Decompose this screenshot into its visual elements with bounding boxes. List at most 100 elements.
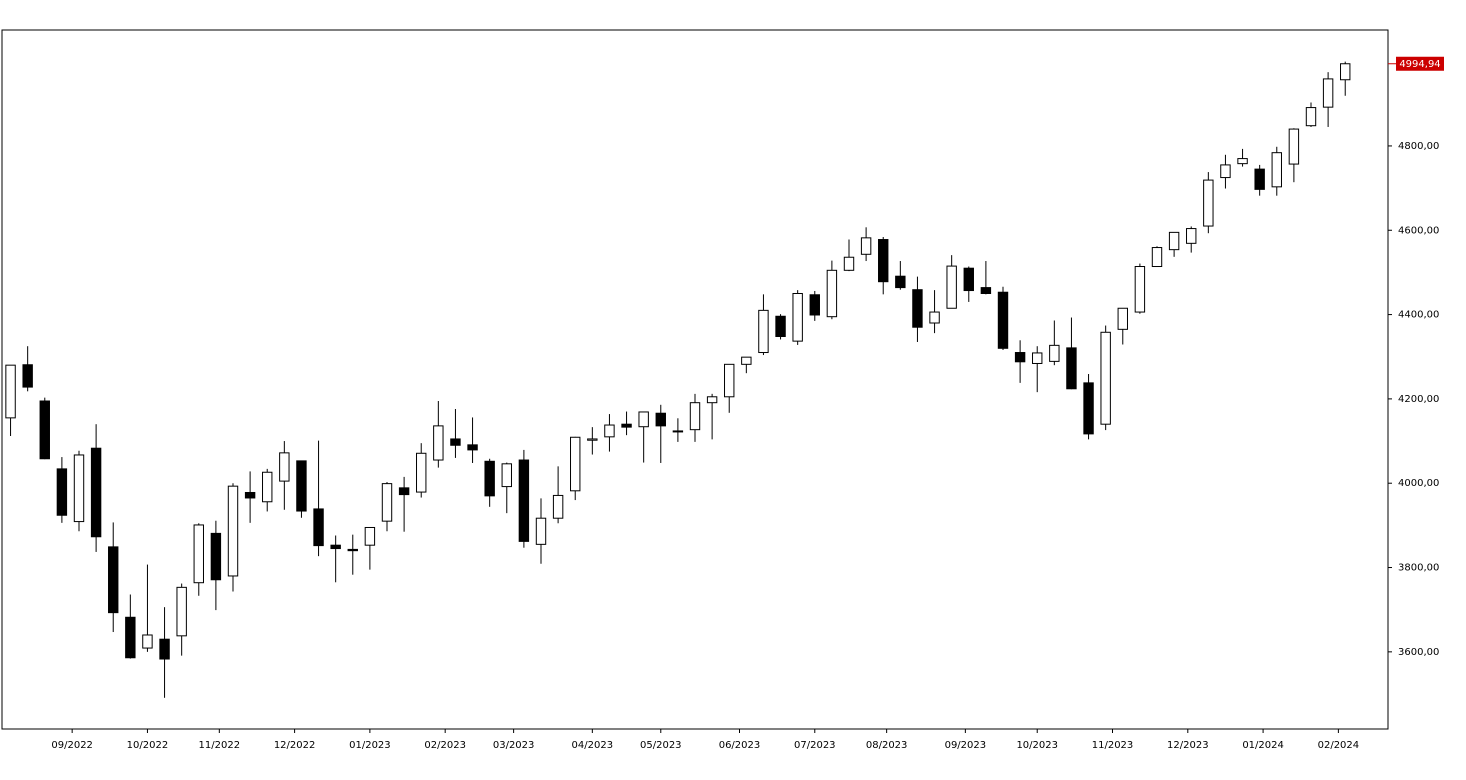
candle-body: [1100, 331, 1111, 425]
x-tick-label: 01/2023: [349, 740, 391, 751]
candle-body: [279, 452, 290, 482]
candle-body: [706, 396, 718, 404]
candle-body: [587, 438, 598, 441]
candle-body: [604, 424, 615, 438]
candle-body: [792, 292, 803, 342]
candle-body: [570, 436, 581, 492]
y-tick-label: 3800,00: [1398, 563, 1439, 574]
candle-body: [1254, 168, 1265, 190]
plot-frame: [1, 29, 1389, 730]
candle-body: [1203, 179, 1214, 227]
candle-body: [1305, 107, 1317, 127]
x-tick-label: 11/2022: [199, 740, 241, 751]
candle-body: [535, 517, 547, 545]
last-price-box: [1396, 56, 1444, 71]
candle-body: [364, 526, 376, 546]
candle-body: [210, 532, 222, 581]
y-tick-label: 4800,00: [1398, 141, 1439, 152]
candle-body: [1220, 164, 1231, 179]
x-tick-label: 10/2023: [1016, 740, 1058, 751]
candle-body: [1032, 352, 1043, 364]
candle-body: [655, 412, 666, 427]
candle-body: [125, 616, 136, 659]
candle-body: [450, 438, 461, 446]
candle-body: [1237, 158, 1248, 165]
candle-body: [313, 508, 324, 547]
candle-body: [484, 460, 495, 497]
candle-body: [843, 256, 855, 271]
candle-body: [1288, 128, 1300, 165]
candle-body: [176, 586, 187, 637]
candle-body: [1117, 307, 1128, 330]
candle-body: [878, 239, 889, 283]
candle-body: [826, 269, 838, 318]
candle-body: [108, 546, 119, 614]
candle-body: [672, 430, 684, 433]
y-tick-label: 4000,00: [1398, 478, 1439, 489]
candle-body: [330, 544, 341, 550]
candle-body: [1134, 266, 1146, 313]
candle-body: [398, 487, 410, 496]
x-tick-label: 02/2023: [424, 740, 466, 751]
y-tick-label: 4200,00: [1398, 394, 1439, 405]
candle-body: [433, 425, 444, 461]
candle-body: [347, 548, 358, 552]
candle-body: [467, 444, 478, 451]
candle-body: [1322, 78, 1334, 108]
candle-body: [621, 423, 632, 428]
candle-body: [775, 315, 786, 337]
x-tick-label: 04/2023: [572, 740, 614, 751]
candle-body: [689, 402, 701, 431]
candle-body: [1186, 228, 1197, 244]
candle-body: [1049, 344, 1060, 362]
x-tick-label: 12/2023: [1167, 740, 1209, 751]
x-tick-label: 05/2023: [640, 740, 682, 751]
y-tick-label: 4600,00: [1398, 225, 1439, 236]
candle-body: [56, 468, 68, 516]
x-tick-label: 12/2022: [274, 740, 316, 751]
x-tick-label: 02/2024: [1318, 740, 1360, 751]
candle-body: [963, 267, 974, 292]
y-tick-label: 3600,00: [1398, 647, 1439, 658]
candle-body: [1168, 231, 1180, 251]
candle-body: [39, 400, 50, 460]
candle-body: [518, 459, 530, 542]
x-tick-label: 03/2023: [493, 740, 535, 751]
x-tick-label: 07/2023: [794, 740, 836, 751]
candle-body: [501, 463, 512, 488]
candle-body: [73, 454, 85, 523]
candle-body: [244, 491, 256, 499]
candle-body: [1014, 352, 1026, 363]
candle-body: [227, 485, 239, 577]
candle-body: [912, 289, 923, 328]
candle-body: [1083, 382, 1094, 435]
candle-body: [946, 265, 957, 309]
x-tick-label: 09/2023: [945, 740, 987, 751]
candle-body: [741, 356, 752, 365]
candle-body: [980, 287, 992, 294]
candle-body: [1271, 152, 1282, 188]
candle-body: [416, 452, 427, 493]
candle-body: [1151, 247, 1163, 268]
candle-body: [552, 494, 564, 519]
candle-body: [1340, 63, 1351, 81]
candle-body: [929, 311, 940, 324]
candle-body: [5, 364, 16, 419]
x-tick-label: 08/2023: [866, 740, 908, 751]
x-tick-label: 09/2022: [51, 740, 93, 751]
candle-body: [1066, 347, 1077, 390]
candle-body: [193, 524, 204, 584]
candle-body: [895, 275, 906, 289]
candle-body: [142, 634, 153, 649]
candle-body: [809, 294, 820, 316]
candle-body: [724, 363, 735, 398]
candle-body: [381, 483, 393, 522]
y-tick-label: 4400,00: [1398, 310, 1439, 321]
candle-body: [638, 411, 649, 428]
x-tick-label: 10/2022: [127, 740, 169, 751]
x-tick-label: 01/2024: [1242, 740, 1284, 751]
x-tick-label: 11/2023: [1092, 740, 1134, 751]
candle-body: [22, 364, 33, 388]
last-price-label: 4994,94: [1399, 59, 1440, 70]
